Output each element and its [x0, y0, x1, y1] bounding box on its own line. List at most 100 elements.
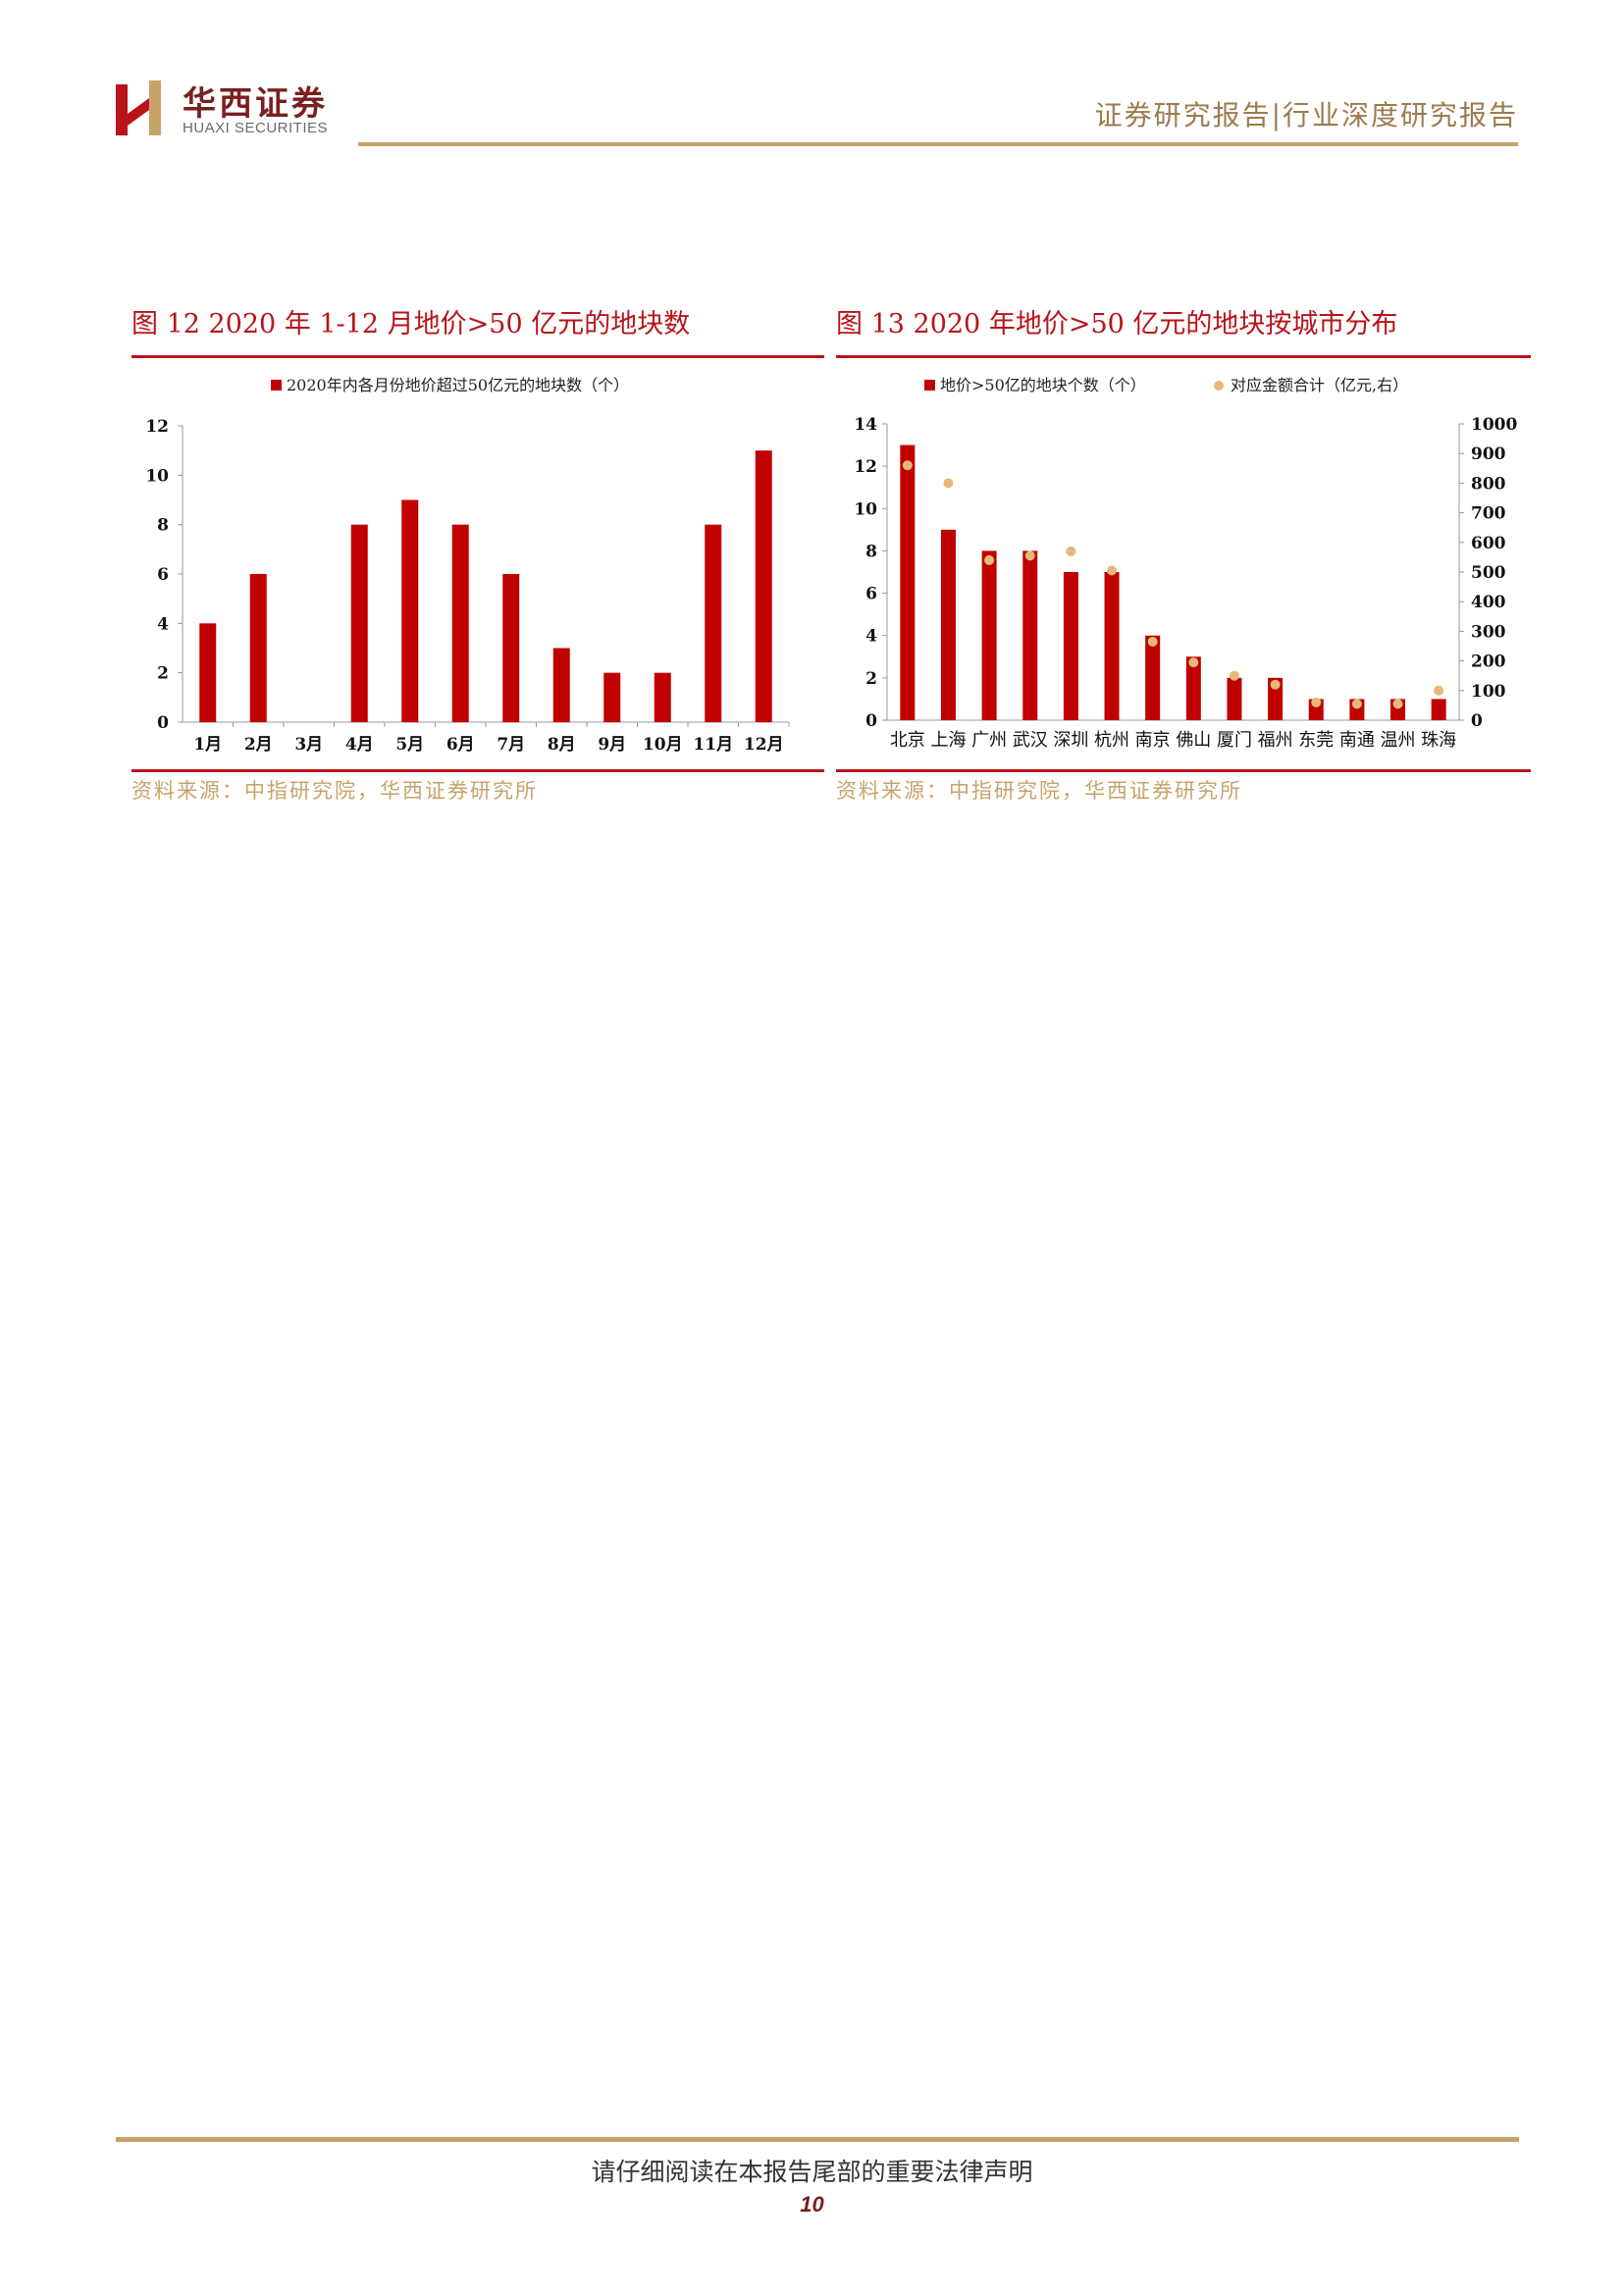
x-tick-label: 武汉: [1013, 730, 1048, 751]
logo-chinese-name: 华西证券: [183, 84, 328, 124]
x-tick-label: 佛山: [1176, 730, 1211, 751]
x-tick-label: 广州: [971, 730, 1007, 751]
dot-深圳: [1066, 546, 1076, 556]
x-tick-label: 温州: [1381, 730, 1416, 751]
bar-11: [705, 524, 722, 722]
y-left-tick-label: 4: [865, 627, 877, 647]
y-tick-label: 6: [157, 565, 169, 585]
y-tick-label: 2: [157, 664, 169, 684]
y-right-tick-label: 500: [1471, 563, 1506, 583]
x-tick-label: 3月: [294, 735, 323, 755]
y-right-tick-label: 900: [1471, 444, 1506, 464]
figure-12-source: 资料来源：中指研究院，华西证券研究所: [131, 779, 538, 803]
x-tick-label: 上海: [930, 730, 966, 751]
y-left-tick-label: 8: [865, 542, 877, 561]
x-tick-label: 7月: [497, 735, 525, 755]
x-tick-label: 深圳: [1053, 730, 1088, 751]
dot-武汉: [1024, 550, 1035, 561]
legend-swatch-plot-count: [924, 380, 935, 391]
dot-东莞: [1311, 697, 1322, 707]
bar-北京: [900, 444, 916, 720]
figure-12-bottom-rule: [131, 769, 824, 772]
dot-杭州: [1107, 565, 1118, 576]
bar-2: [249, 574, 267, 722]
y-left-tick-label: 2: [865, 669, 877, 689]
dot-珠海: [1434, 685, 1444, 696]
figure-13-chart: 地价>50亿的地块个数（个） 对应金额合计（亿元,右） 0 2 4 6 8 10 12 14 0 10…: [854, 376, 1517, 751]
dot-南通: [1351, 699, 1362, 709]
y-right-tick-label: 300: [1471, 622, 1506, 642]
figure-13-title: 图 13 2020 年地价>50 亿元的地块按城市分布: [836, 309, 1398, 339]
bar-武汉: [1022, 550, 1038, 720]
bar-杭州: [1104, 572, 1120, 720]
x-tick-label: 5月: [395, 735, 424, 755]
dot-北京: [902, 460, 913, 471]
bar-10: [654, 672, 671, 722]
y-right-tick-label: 400: [1471, 593, 1506, 612]
figure-12-top-rule: [131, 355, 824, 358]
bar-8: [552, 648, 570, 722]
x-tick-label: 10月: [643, 735, 683, 755]
y-right-tick-label: 0: [1471, 711, 1483, 731]
x-tick-label: 6月: [446, 735, 475, 755]
y-right-tick-label: 100: [1471, 682, 1506, 702]
bar-厦门: [1227, 677, 1242, 720]
y-right-tick-label: 200: [1471, 652, 1506, 672]
x-tick-label: 11月: [693, 735, 733, 755]
y-tick-label: 4: [157, 614, 169, 634]
bar-深圳: [1063, 572, 1078, 720]
figure-12-title: 图 12 2020 年 1-12 月地价>50 亿元的地块数: [131, 309, 691, 339]
figure-12-chart: 2020年内各月份地价超过50亿元的地块数（个） 0 2 4 6 8 10 12 1月 2月 3月 4…: [145, 376, 790, 755]
bar-佛山: [1185, 656, 1201, 720]
bar-12: [755, 450, 772, 722]
logo-english-name: HUAXI SECURITIES: [183, 120, 329, 136]
x-tick-label: 珠海: [1421, 730, 1456, 751]
dot-佛山: [1188, 657, 1199, 668]
figure-13-source: 资料来源：中指研究院，华西证券研究所: [836, 779, 1242, 803]
legend-label-plot-count: 地价>50亿的地块个数（个）: [940, 376, 1146, 394]
y-tick-label: 12: [145, 417, 169, 437]
y-left-tick-label: 10: [854, 499, 877, 519]
x-tick-label: 杭州: [1094, 730, 1129, 751]
dot-南京: [1147, 636, 1158, 647]
x-tick-label: 2月: [244, 735, 273, 755]
x-tick-label: 厦门: [1217, 730, 1252, 751]
dot-厦门: [1229, 670, 1239, 681]
x-tick-label: 9月: [598, 735, 626, 755]
x-tick-label: 1月: [193, 735, 222, 755]
legend-swatch-monthly-count: [271, 380, 282, 391]
y-left-tick-label: 12: [854, 457, 877, 477]
y-right-tick-label: 600: [1471, 534, 1506, 553]
bar-6: [451, 524, 469, 722]
y-right-tick-label: 800: [1471, 474, 1506, 494]
figure-13-top-rule: [836, 355, 1531, 358]
bar-福州: [1268, 677, 1283, 720]
dot-广州: [984, 554, 995, 565]
x-tick-label: 4月: [345, 735, 374, 755]
y-left-tick-label: 14: [854, 415, 877, 435]
figure-13-bottom-rule: [836, 769, 1531, 772]
header-divider: [358, 142, 1518, 146]
x-tick-label: 北京: [890, 730, 925, 751]
legal-disclaimer-link: 请仔细阅读在本报告尾部的重要法律声明: [591, 2158, 1033, 2186]
y-tick-label: 8: [157, 516, 169, 536]
bar-广州: [981, 550, 997, 720]
dot-福州: [1270, 679, 1281, 690]
x-tick-label: 南京: [1135, 730, 1171, 751]
bar-上海: [940, 529, 956, 720]
report-type-title: 证券研究报告|行业深度研究报告: [1094, 99, 1518, 131]
y-tick-label: 0: [157, 713, 169, 733]
dot-温州: [1392, 699, 1403, 709]
bar-9: [603, 672, 621, 722]
bar-5: [401, 499, 419, 722]
x-tick-label: 东莞: [1298, 730, 1334, 751]
legend-swatch-amount: [1214, 381, 1224, 391]
huaxi-logo-icon: [116, 80, 161, 135]
footer-divider: [116, 2137, 1519, 2142]
y-left-tick-label: 6: [865, 585, 877, 604]
bar-南京: [1145, 635, 1161, 720]
x-tick-label: 8月: [548, 735, 576, 755]
dot-上海: [943, 478, 954, 489]
legend-label-monthly-count: 2020年内各月份地价超过50亿元的地块数（个）: [287, 376, 629, 394]
y-left-tick-label: 0: [865, 711, 877, 731]
